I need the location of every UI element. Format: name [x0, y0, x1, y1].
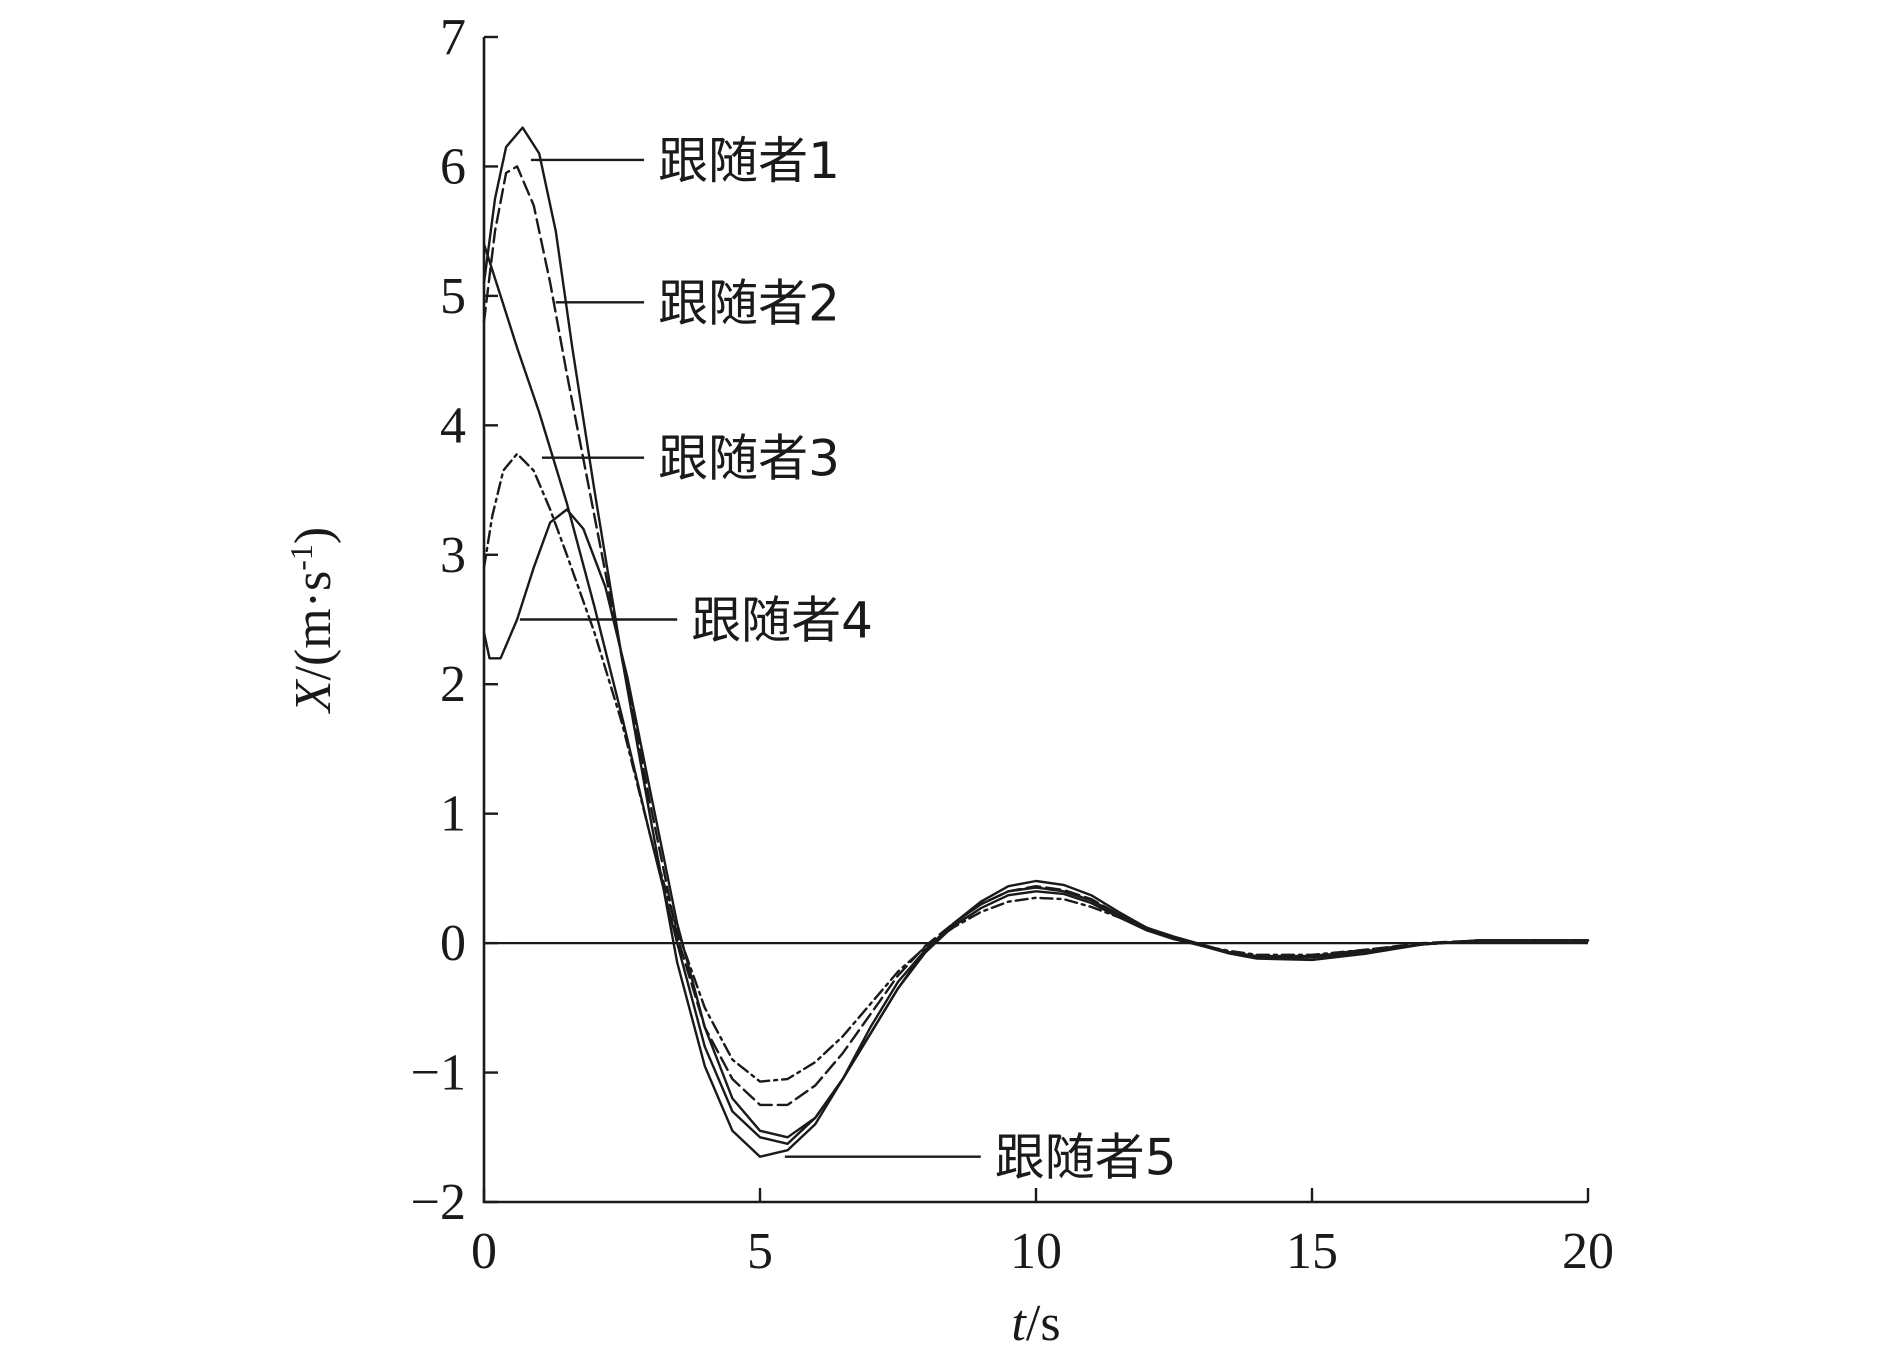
x-tick-label: 20	[1562, 1223, 1614, 1280]
x-axis-var: t	[1011, 1295, 1027, 1346]
y-tick-label: 4	[440, 397, 466, 454]
series-line-3	[482, 452, 1590, 1083]
x-tick-label: 0	[471, 1223, 497, 1280]
y-tick-label: 2	[440, 656, 466, 713]
y-tick-label: 1	[440, 786, 466, 843]
series-group	[482, 126, 1590, 1158]
y-axis-unit: /(m·s	[285, 571, 342, 681]
x-axis-unit: /s	[1026, 1295, 1061, 1346]
x-tick-label: 5	[747, 1223, 773, 1280]
series-label-4: 跟随者4	[691, 592, 873, 650]
series-labels: 跟随者1 跟随者2 跟随者3 跟随者4 跟随者5	[519, 132, 1177, 1187]
series-label-5: 跟随者5	[995, 1129, 1177, 1187]
y-tick-label: 6	[440, 138, 466, 195]
y-tick-label: −2	[411, 1174, 466, 1231]
ticks: −2 −1 0 1 2 3 4 5 6 7 0 5 10 15 20	[411, 9, 1614, 1280]
series-line-1	[482, 126, 1590, 1158]
y-axis-unit-sup: -1	[283, 544, 319, 571]
y-tick-label: −1	[411, 1045, 466, 1102]
x-axis-title: t/s	[1011, 1295, 1060, 1346]
y-tick-label: 7	[440, 9, 466, 66]
y-tick-label: 5	[440, 268, 466, 325]
series-label-1: 跟随者1	[658, 132, 840, 190]
y-axis-unit-close: )	[285, 527, 342, 544]
series-label-3: 跟随者3	[658, 430, 840, 488]
series-line-4	[482, 508, 1590, 1139]
y-tick-label: 3	[440, 527, 466, 584]
series-label-2: 跟随者2	[658, 274, 840, 332]
y-tick-label: 0	[440, 915, 466, 972]
series-line-5	[482, 242, 1590, 1145]
y-axis-var: X	[285, 678, 342, 714]
series-line-2	[482, 165, 1590, 1107]
y-axis-title: X/(m·s-1)	[283, 527, 342, 715]
x-tick-label: 10	[1010, 1223, 1062, 1280]
x-tick-label: 15	[1286, 1223, 1338, 1280]
